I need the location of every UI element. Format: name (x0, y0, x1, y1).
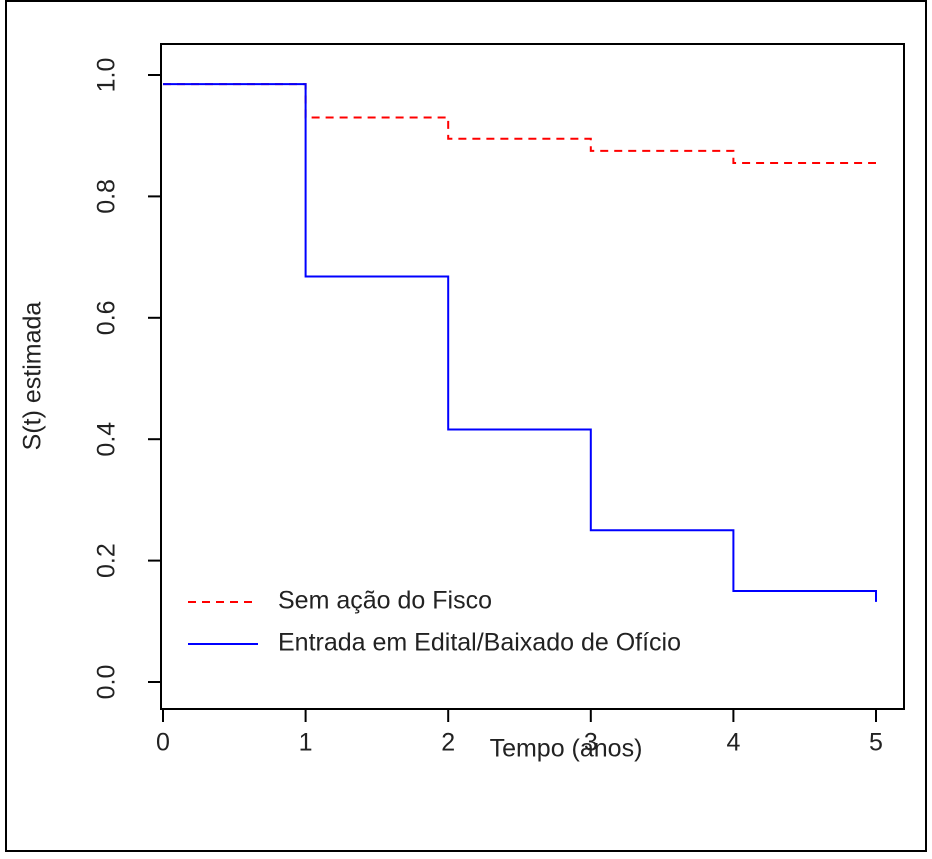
y-tick-label: 0.2 (93, 543, 121, 578)
x-axis-title: Tempo (anos) (490, 735, 643, 763)
x-tick-label: 1 (299, 729, 313, 757)
y-tick-label: 0.4 (93, 422, 121, 457)
x-axis: 0 1 2 3 4 5 (156, 708, 883, 757)
legend-label-2: Entrada em Edital/Baixado de Ofício (278, 629, 681, 657)
y-tick-label: 1.0 (93, 58, 121, 93)
x-tick-label: 2 (441, 729, 455, 757)
y-axis: 0.0 0.2 0.4 0.6 0.8 1.0 (93, 58, 162, 700)
x-tick-label: 4 (726, 729, 740, 757)
y-tick-label: 0.6 (93, 300, 121, 335)
y-axis-title: S(t) estimada (19, 302, 47, 451)
series-line-2 (163, 83, 877, 602)
x-tick-label: 5 (869, 729, 883, 757)
x-tick-label: 0 (156, 729, 170, 757)
y-tick-label: 0.0 (93, 665, 121, 700)
x-tick-label: 3 (584, 729, 598, 757)
legend-label-1: Sem ação do Fisco (278, 587, 492, 615)
series-layer (163, 83, 877, 602)
y-tick-label: 0.8 (93, 179, 121, 214)
legend: Sem ação do Fisco Entrada em Edital/Baixa… (188, 587, 681, 657)
figure-border (5, 0, 927, 852)
